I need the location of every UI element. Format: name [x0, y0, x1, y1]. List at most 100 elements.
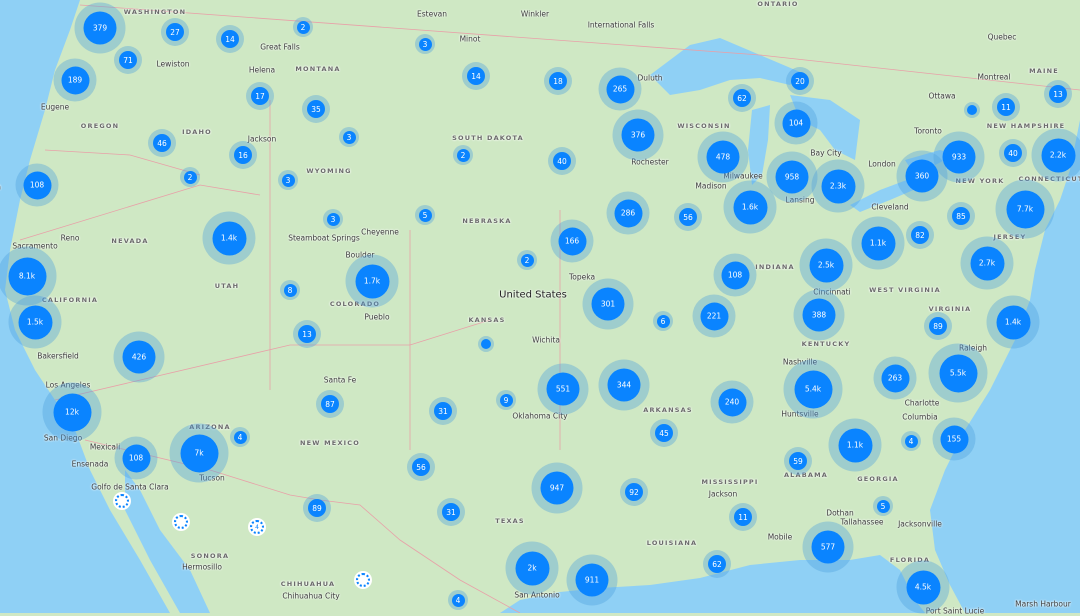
cluster-marker[interactable]: 13	[293, 320, 321, 348]
cluster-marker[interactable]: 301	[583, 279, 634, 330]
cluster-marker[interactable]: 344	[599, 360, 650, 411]
cluster-marker[interactable]: 46	[148, 129, 176, 157]
cluster-marker[interactable]: 2.3k	[812, 160, 865, 213]
cluster-marker[interactable]: 45	[650, 419, 678, 447]
cluster-marker[interactable]: 5.4k	[784, 360, 843, 419]
cluster-marker[interactable]: 40	[999, 139, 1027, 167]
loading-marker[interactable]: 4	[248, 518, 266, 536]
cluster-marker[interactable]: 4	[448, 590, 468, 610]
cluster-marker[interactable]: 1.4k	[987, 296, 1040, 349]
cluster-marker[interactable]: 388	[794, 290, 845, 341]
cluster-marker[interactable]: 40	[548, 147, 576, 175]
cluster-marker[interactable]: 1.1k	[829, 419, 882, 472]
cluster-marker[interactable]: 89	[303, 494, 331, 522]
cluster-marker[interactable]: 17	[246, 82, 274, 110]
cluster-marker[interactable]: 577	[803, 522, 854, 573]
cluster-marker[interactable]: 11	[992, 93, 1020, 121]
cluster-marker[interactable]: 240	[711, 381, 754, 424]
cluster-marker[interactable]: 1.4k	[203, 212, 256, 265]
cluster-marker[interactable]: 166	[551, 220, 594, 263]
cluster-marker[interactable]: 82	[906, 221, 934, 249]
cluster-marker[interactable]: 14	[462, 62, 490, 90]
cluster-marker[interactable]: 9	[496, 390, 516, 410]
cluster-marker[interactable]: 265	[599, 68, 642, 111]
cluster-marker[interactable]: 31	[429, 397, 457, 425]
cluster-marker[interactable]	[964, 102, 980, 118]
cluster-marker[interactable]: 263	[874, 357, 917, 400]
cluster-marker[interactable]: 376	[613, 110, 664, 161]
cluster-marker[interactable]: 62	[728, 84, 756, 112]
cluster-marker[interactable]: 2.7k	[961, 237, 1014, 290]
cluster-count: 577	[812, 531, 845, 564]
cluster-count: 2k	[515, 551, 549, 585]
cluster-marker[interactable]: 3	[278, 170, 298, 190]
cluster-marker[interactable]: 4.5k	[897, 561, 950, 614]
cluster-marker[interactable]: 4	[230, 427, 250, 447]
cluster-marker[interactable]: 104	[775, 102, 818, 145]
cluster-marker[interactable]: 2.5k	[800, 239, 853, 292]
cluster-marker[interactable]: 62	[703, 550, 731, 578]
cluster-marker[interactable]: 6	[653, 311, 673, 331]
cluster-marker[interactable]: 1.7k	[346, 255, 399, 308]
cluster-marker[interactable]: 1.6k	[724, 181, 777, 234]
loading-marker[interactable]	[354, 571, 372, 589]
cluster-marker[interactable]: 31	[437, 498, 465, 526]
cluster-marker[interactable]: 947	[532, 463, 583, 514]
cluster-marker[interactable]: 108	[16, 164, 59, 207]
cluster-marker[interactable]: 71	[114, 46, 142, 74]
cluster-marker[interactable]: 3	[415, 34, 435, 54]
cluster-marker[interactable]: 108	[115, 437, 158, 480]
cluster-marker[interactable]: 1.1k	[852, 217, 905, 270]
cluster-marker[interactable]: 286	[607, 192, 650, 235]
cluster-marker[interactable]: 56	[674, 203, 702, 231]
cluster-marker[interactable]	[478, 336, 494, 352]
cluster-marker[interactable]: 2	[293, 17, 313, 37]
cluster-marker[interactable]: 20	[786, 67, 814, 95]
cluster-marker[interactable]: 2	[517, 250, 537, 270]
cluster-marker[interactable]: 2	[180, 167, 200, 187]
cluster-marker[interactable]: 12k	[43, 383, 102, 442]
cluster-marker[interactable]: 379	[75, 3, 126, 54]
cluster-marker[interactable]: 16	[229, 141, 257, 169]
cluster-marker[interactable]: 933	[934, 132, 985, 183]
cluster-marker[interactable]: 27	[161, 18, 189, 46]
cluster-count: 1.6k	[733, 190, 767, 224]
cluster-marker[interactable]: 85	[947, 202, 975, 230]
cluster-marker[interactable]: 11	[729, 503, 757, 531]
loading-marker[interactable]	[172, 513, 190, 531]
cluster-marker[interactable]: 5	[873, 496, 893, 516]
cluster-marker[interactable]: 108	[714, 254, 757, 297]
cluster-marker[interactable]: 1.5k	[9, 296, 62, 349]
cluster-marker[interactable]: 5	[415, 205, 435, 225]
cluster-count: 89	[308, 499, 326, 517]
cluster-marker[interactable]: 18	[544, 67, 572, 95]
cluster-marker[interactable]: 221	[693, 295, 736, 338]
loading-marker[interactable]	[113, 492, 131, 510]
cluster-marker[interactable]: 8	[280, 280, 300, 300]
cluster-marker[interactable]: 551	[538, 364, 589, 415]
cluster-marker[interactable]: 478	[698, 132, 749, 183]
cluster-marker[interactable]: 911	[567, 555, 618, 606]
cluster-marker[interactable]: 14	[216, 25, 244, 53]
cluster-marker[interactable]: 958	[767, 152, 818, 203]
cluster-marker[interactable]: 5.5k	[929, 344, 988, 403]
cluster-marker[interactable]: 2	[453, 145, 473, 165]
cluster-marker[interactable]: 3	[323, 209, 343, 229]
cluster-marker[interactable]: 3	[339, 127, 359, 147]
cluster-marker[interactable]: 2k	[506, 542, 559, 595]
cluster-marker[interactable]: 56	[407, 453, 435, 481]
cluster-marker[interactable]: 87	[316, 390, 344, 418]
cluster-marker[interactable]: 13	[1044, 80, 1072, 108]
cluster-marker[interactable]: 4	[901, 431, 921, 451]
cluster-marker[interactable]: 89	[924, 312, 952, 340]
cluster-marker[interactable]: 92	[620, 478, 648, 506]
cluster-marker[interactable]: 2.2k	[1032, 129, 1080, 182]
cluster-marker[interactable]: 189	[54, 59, 97, 102]
cluster-marker[interactable]: 155	[933, 418, 976, 461]
cluster-marker[interactable]: 7.7k	[996, 180, 1055, 239]
cluster-marker[interactable]: 7k	[170, 424, 229, 483]
cluster-marker[interactable]: 426	[114, 332, 165, 383]
cluster-marker[interactable]: 59	[784, 447, 812, 475]
cluster-marker[interactable]: 35	[302, 95, 330, 123]
